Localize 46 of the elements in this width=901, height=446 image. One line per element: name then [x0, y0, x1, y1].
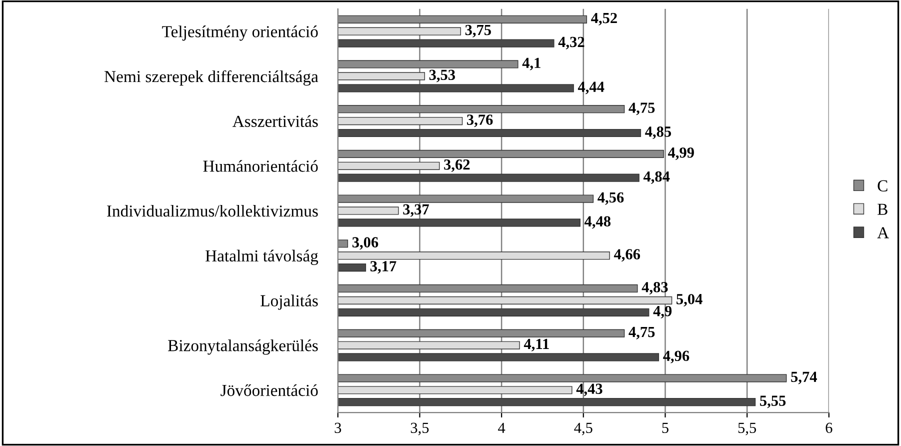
x-tick-label: 5	[662, 422, 668, 434]
data-label: 4,32	[558, 36, 584, 50]
y-tick-label: Jövőorientáció	[220, 384, 318, 396]
y-tick-label: Humánorientáció	[203, 160, 318, 172]
data-label: 4,56	[598, 192, 624, 205]
data-label: 4,96	[663, 350, 690, 364]
legend-label: B	[878, 204, 888, 215]
data-label: 3,75	[465, 24, 491, 38]
data-label: 4,85	[645, 126, 672, 140]
data-label: 4,75	[628, 102, 655, 116]
y-tick-label: Bizonytalanságkerülés	[168, 339, 318, 355]
data-label: 4,75	[628, 326, 655, 340]
data-label: 3,37	[403, 204, 429, 217]
x-tick-label: 4,5	[574, 422, 592, 436]
data-label: 4,83	[642, 282, 668, 295]
data-label: 5,74	[791, 372, 817, 384]
data-label: 3,53	[429, 70, 456, 82]
data-label: 4,99	[668, 147, 694, 160]
data-label: 4,1	[522, 58, 540, 70]
legend-label: C	[878, 180, 888, 192]
data-label: 4,66	[614, 249, 640, 262]
x-tick-label: 5,5	[738, 422, 756, 436]
y-tick-label: Lojalitás	[260, 294, 318, 310]
data-label: 5,55	[760, 396, 786, 408]
data-label: 3,62	[444, 159, 470, 172]
y-tick-label: Hatalmi távolság	[206, 250, 318, 265]
y-tick-label: Teljesítmény orientáció	[162, 26, 318, 41]
x-tick-label: 4	[498, 422, 506, 433]
data-label: 4,52	[591, 12, 617, 26]
data-label: 4,43	[576, 384, 602, 396]
y-tick-label: Individualizmus/kollektivizmus	[107, 204, 318, 217]
data-label: 4,44	[578, 82, 604, 94]
data-label: 4,84	[643, 171, 670, 184]
data-label: 4,48	[584, 216, 611, 229]
y-tick-label: Asszertivitás	[232, 115, 318, 127]
x-tick-label: 6	[826, 422, 832, 434]
data-label: 3,76	[467, 114, 493, 128]
x-tick-label: 3	[334, 422, 342, 434]
data-label: 4,11	[524, 338, 549, 352]
data-label: 4,9	[653, 306, 672, 318]
legend-label: A	[877, 227, 889, 238]
x-tick-label: 3,5	[410, 422, 429, 436]
data-label: 5,04	[676, 294, 702, 306]
y-tick-label: Nemi szerepek differenciáltsága	[104, 70, 318, 86]
data-label: 3,17	[370, 261, 396, 274]
data-label: 3,06	[352, 237, 378, 250]
